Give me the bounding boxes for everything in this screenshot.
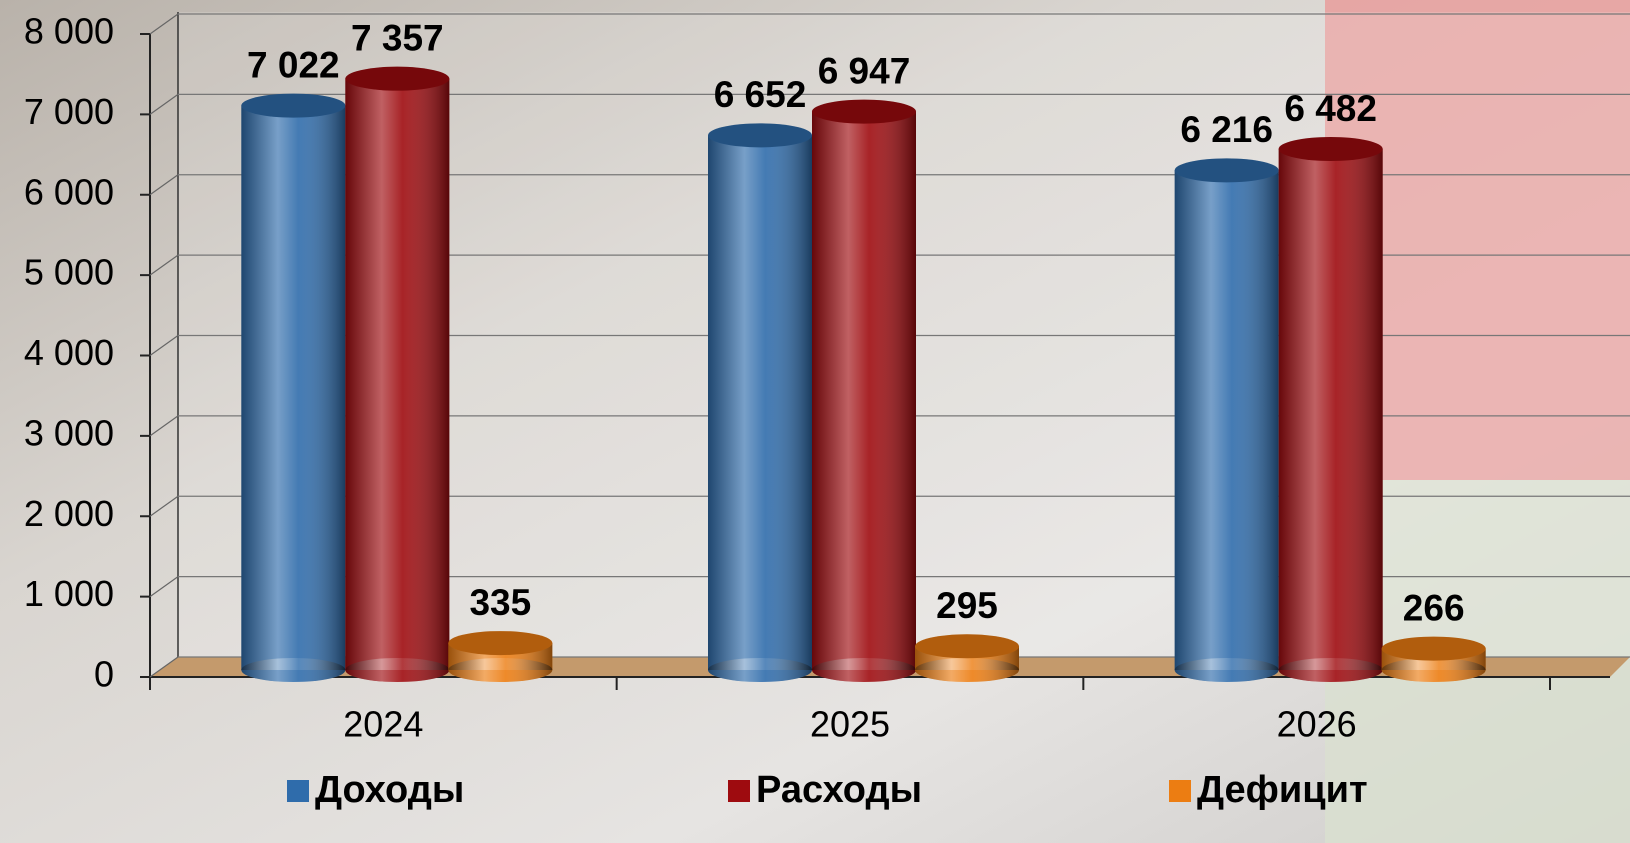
bar-base-shade: [1175, 658, 1279, 682]
bar-base-shade: [1382, 658, 1486, 682]
bar-base-shade: [812, 658, 916, 682]
legend-label: Доходы: [315, 769, 464, 811]
y-tick-label: 0: [94, 654, 114, 695]
page: {"chart_data": {"type": "bar", "categori…: [0, 0, 1630, 843]
bar-base-shade: [241, 658, 345, 682]
value-label: 6 482: [1284, 88, 1377, 129]
x-tick-label: 2024: [343, 704, 423, 745]
y-tick-label: 3 000: [24, 412, 114, 453]
bar-top-shade: [1279, 137, 1383, 161]
legend-label: Расходы: [756, 769, 922, 811]
y-tick-label: 4 000: [24, 332, 114, 373]
y-tick-label: 5 000: [24, 252, 114, 293]
y-tick-label: 1 000: [24, 573, 114, 614]
bar-top-shade: [1382, 637, 1486, 661]
bar-top-shade: [448, 631, 552, 655]
value-label: 266: [1403, 587, 1465, 628]
bar-shade: [812, 112, 916, 670]
legend-label: Дефицит: [1197, 769, 1368, 811]
bar-base-shade: [448, 658, 552, 682]
legend-swatch: [728, 780, 750, 802]
bar-top-shade: [1175, 158, 1279, 182]
bar-base-shade: [1279, 658, 1383, 682]
bar-top-shade: [708, 123, 812, 147]
bar-top-shade: [915, 634, 1019, 658]
legend-swatch: [1169, 780, 1191, 802]
chart: 0 1 000 2 000 3 000 4 000 5 000 6 000 7 000 8 00…: [0, 0, 1630, 843]
bar-top-shade: [241, 94, 345, 118]
bar-top-shade: [345, 67, 449, 91]
y-tick-label: 8 000: [24, 11, 114, 52]
bar-shade: [345, 79, 449, 670]
y-tick-label: 7 000: [24, 91, 114, 132]
bar-shade: [241, 106, 345, 670]
value-label: 7 022: [247, 44, 340, 85]
bar-shade: [1279, 149, 1383, 670]
bar-base-shade: [708, 658, 812, 682]
bar-base-shade: [345, 658, 449, 682]
bar-shade: [708, 135, 812, 670]
y-tick-label: 2 000: [24, 493, 114, 534]
bar-top-shade: [812, 100, 916, 124]
value-label: 6 216: [1180, 109, 1273, 150]
value-label: 295: [936, 585, 998, 626]
value-label: 6 652: [714, 74, 807, 115]
y-tick-label: 6 000: [24, 171, 114, 212]
value-label: 6 947: [818, 50, 911, 91]
bar-base-shade: [915, 658, 1019, 682]
bar-shade: [1175, 170, 1279, 670]
value-label: 7 357: [351, 17, 444, 58]
x-tick-label: 2026: [1277, 704, 1357, 745]
x-tick-label: 2025: [810, 704, 890, 745]
value-label: 335: [469, 582, 531, 623]
legend-swatch: [287, 780, 309, 802]
